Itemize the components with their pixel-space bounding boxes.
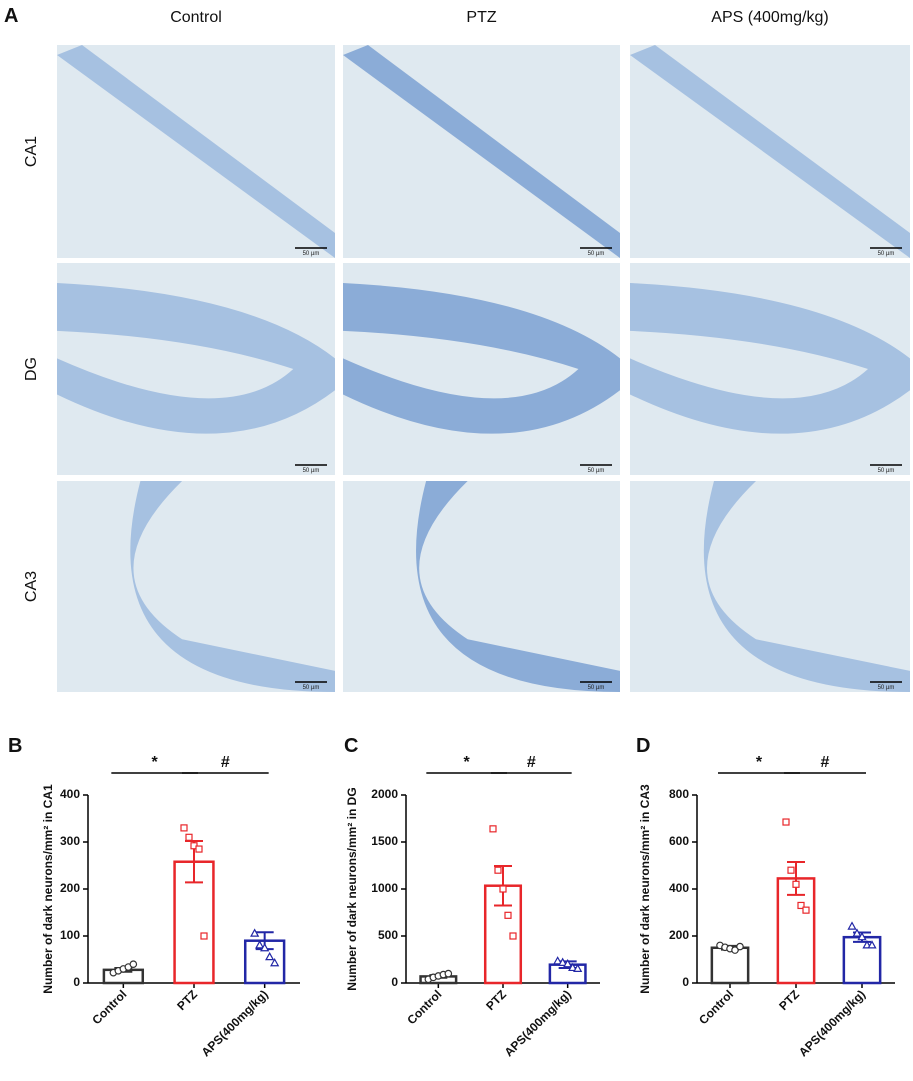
data-point bbox=[852, 928, 862, 937]
y-tick-label: 0 bbox=[73, 975, 80, 989]
data-point bbox=[489, 825, 497, 833]
x-tick-label: APS(400mg/kg) bbox=[502, 987, 574, 1059]
scale-bar-label: 50 µm bbox=[588, 685, 605, 691]
x-tick-label: APS(400mg/kg) bbox=[199, 987, 271, 1059]
data-point bbox=[509, 932, 517, 940]
y-axis-label: Number of dark neurons/mm² in CA3 bbox=[638, 784, 652, 994]
y-tick-label: 2000 bbox=[371, 787, 398, 801]
scale-bar-label: 50 µm bbox=[588, 468, 605, 474]
y-tick-label: 200 bbox=[669, 928, 689, 942]
y-tick-label: 0 bbox=[391, 975, 398, 989]
data-point bbox=[260, 942, 270, 952]
data-point bbox=[736, 942, 744, 951]
cell-layer bbox=[57, 283, 335, 434]
y-tick-label: 500 bbox=[378, 928, 398, 942]
data-point bbox=[180, 824, 188, 832]
error-bar bbox=[787, 860, 805, 896]
significance-mark: # bbox=[527, 754, 536, 771]
scale-bar-label: 50 µm bbox=[878, 251, 895, 257]
scale-bar-label: 50 µm bbox=[588, 251, 605, 257]
scale-bar-label: 50 µm bbox=[878, 468, 895, 474]
data-point bbox=[802, 906, 810, 914]
bar bbox=[842, 935, 882, 985]
data-point bbox=[857, 931, 867, 941]
row-label: CA1 bbox=[23, 136, 40, 167]
data-point bbox=[731, 946, 739, 954]
data-point bbox=[867, 940, 877, 949]
significance-mark: * bbox=[464, 754, 471, 771]
significance-mark: * bbox=[756, 754, 763, 771]
row-label: CA3 bbox=[23, 571, 40, 602]
x-tick-label: Control bbox=[696, 987, 736, 1027]
scale-bar-label: 50 µm bbox=[303, 468, 320, 474]
data-point bbox=[195, 845, 203, 853]
panel-letter: B bbox=[8, 735, 22, 757]
x-tick-label: Control bbox=[404, 987, 444, 1027]
column-header: PTZ bbox=[466, 9, 496, 26]
scale-bar-label: 50 µm bbox=[303, 685, 320, 691]
cell-layer bbox=[343, 45, 620, 258]
data-point bbox=[558, 957, 568, 966]
column-header: APS (400mg/kg) bbox=[711, 9, 828, 26]
data-point bbox=[185, 833, 193, 841]
x-tick-label: PTZ bbox=[776, 987, 802, 1013]
cell-layer bbox=[630, 283, 910, 434]
data-point bbox=[200, 932, 208, 940]
data-point bbox=[782, 818, 790, 826]
cell-layer bbox=[130, 481, 335, 692]
x-tick-label: Control bbox=[89, 987, 129, 1027]
x-tick-label: PTZ bbox=[483, 987, 509, 1013]
data-point bbox=[499, 885, 507, 893]
y-tick-label: 200 bbox=[60, 881, 80, 895]
data-point bbox=[847, 921, 857, 930]
data-point bbox=[573, 963, 583, 972]
scale-bar-label: 50 µm bbox=[303, 251, 320, 257]
y-tick-label: 0 bbox=[682, 975, 689, 989]
y-tick-label: 300 bbox=[60, 834, 80, 848]
y-tick-label: 800 bbox=[669, 787, 689, 801]
cell-layer bbox=[57, 45, 335, 258]
significance-mark: * bbox=[152, 754, 159, 771]
column-header: Control bbox=[170, 9, 222, 26]
y-tick-label: 400 bbox=[669, 881, 689, 895]
y-tick-label: 1500 bbox=[371, 834, 398, 848]
data-point bbox=[563, 958, 573, 968]
cell-layer bbox=[703, 481, 910, 692]
panel-letter: C bbox=[344, 735, 358, 757]
significance-mark: # bbox=[221, 754, 230, 771]
cell-layer bbox=[343, 283, 620, 434]
y-tick-label: 1000 bbox=[371, 881, 398, 895]
data-point bbox=[129, 960, 138, 969]
cell-layer bbox=[416, 481, 620, 692]
significance-mark: # bbox=[821, 754, 830, 771]
data-point bbox=[444, 969, 453, 978]
data-point bbox=[553, 956, 563, 965]
data-point bbox=[250, 928, 260, 937]
data-point bbox=[265, 951, 275, 961]
data-point bbox=[255, 940, 265, 949]
y-tick-label: 100 bbox=[60, 928, 80, 942]
data-point bbox=[792, 880, 800, 888]
panel-letter: A bbox=[4, 5, 18, 27]
y-tick-label: 400 bbox=[60, 787, 80, 801]
data-point bbox=[504, 911, 512, 919]
bar bbox=[710, 946, 750, 985]
data-point bbox=[494, 866, 502, 874]
scale-bar-label: 50 µm bbox=[878, 685, 895, 691]
data-point bbox=[797, 901, 805, 910]
cell-layer bbox=[630, 45, 910, 258]
x-tick-label: PTZ bbox=[174, 987, 200, 1013]
data-point bbox=[270, 958, 280, 967]
data-point bbox=[568, 962, 578, 972]
y-axis-label: Number of dark neurons/mm² in DG bbox=[345, 787, 359, 990]
y-axis-label: Number of dark neurons/mm² in CA1 bbox=[41, 784, 55, 994]
data-point bbox=[787, 866, 795, 874]
y-tick-label: 600 bbox=[669, 834, 689, 848]
row-label: DG bbox=[23, 357, 40, 381]
panel-letter: D bbox=[636, 735, 650, 757]
x-tick-label: APS(400mg/kg) bbox=[796, 987, 868, 1059]
